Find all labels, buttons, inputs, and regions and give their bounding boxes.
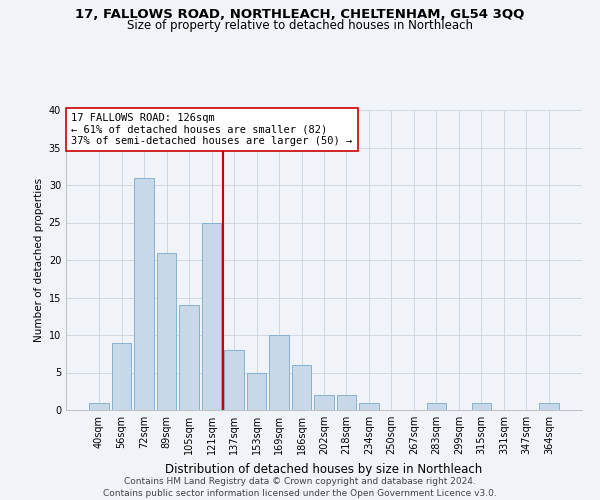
Text: 17, FALLOWS ROAD, NORTHLEACH, CHELTENHAM, GL54 3QQ: 17, FALLOWS ROAD, NORTHLEACH, CHELTENHAM…	[76, 8, 524, 20]
Bar	[269, 335, 289, 410]
Bar	[224, 350, 244, 410]
Text: Contains HM Land Registry data © Crown copyright and database right 2024.
Contai: Contains HM Land Registry data © Crown c…	[103, 476, 497, 498]
Bar	[427, 402, 446, 410]
Text: Size of property relative to detached houses in Northleach: Size of property relative to detached ho…	[127, 19, 473, 32]
Bar	[134, 178, 154, 410]
Bar	[359, 402, 379, 410]
Y-axis label: Number of detached properties: Number of detached properties	[34, 178, 44, 342]
Bar	[89, 402, 109, 410]
Bar	[112, 342, 131, 410]
Text: 17 FALLOWS ROAD: 126sqm
← 61% of detached houses are smaller (82)
37% of semi-de: 17 FALLOWS ROAD: 126sqm ← 61% of detache…	[71, 113, 352, 146]
Bar	[539, 402, 559, 410]
Bar	[202, 222, 221, 410]
Bar	[247, 372, 266, 410]
X-axis label: Distribution of detached houses by size in Northleach: Distribution of detached houses by size …	[166, 462, 482, 475]
Bar	[179, 305, 199, 410]
Bar	[314, 395, 334, 410]
Bar	[472, 402, 491, 410]
Bar	[337, 395, 356, 410]
Bar	[292, 365, 311, 410]
Bar	[157, 252, 176, 410]
